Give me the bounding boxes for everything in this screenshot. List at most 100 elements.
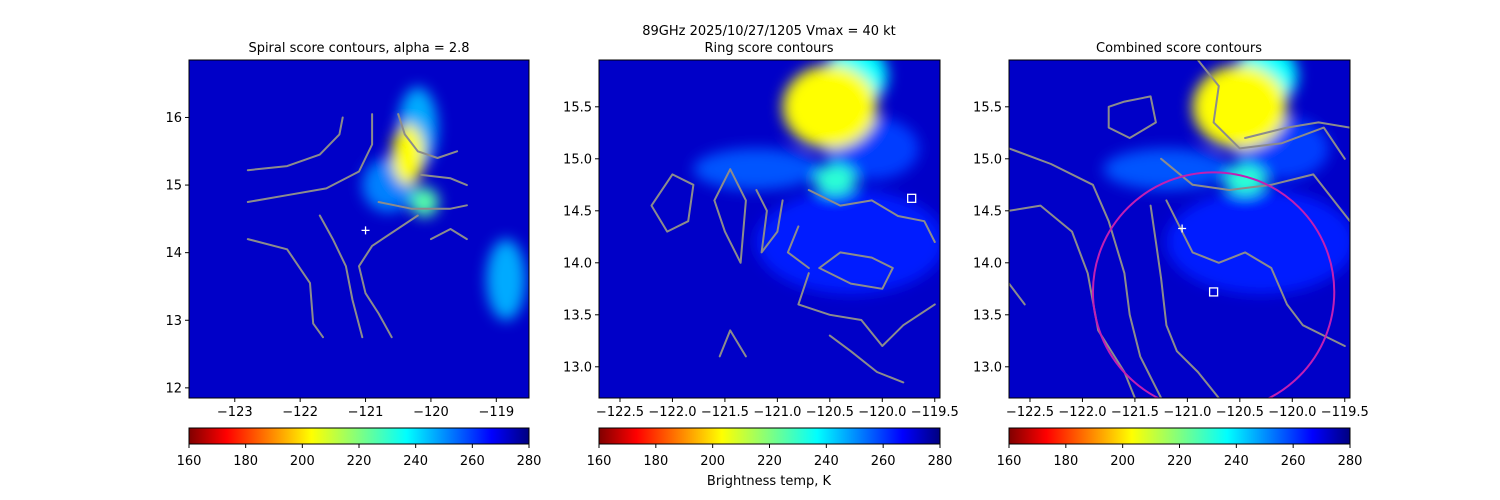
- x-tick-label: −121.5: [1111, 405, 1159, 420]
- y-tick-label: 13.0: [973, 360, 1002, 375]
- contour-line: [828, 334, 905, 384]
- colorbar-tick-label: 180: [233, 454, 258, 469]
- heatmap-hotspot: [486, 239, 526, 321]
- y-tick-label: 15.5: [973, 100, 1002, 115]
- contour-line: [755, 189, 784, 254]
- colorbar-gradient: [1008, 427, 1351, 445]
- heatmap-hotspot: [1103, 148, 1230, 190]
- colorbar-tick-label: 260: [871, 454, 896, 469]
- colorbar-tick-label: 180: [643, 454, 668, 469]
- fit-circle-outline: [1091, 171, 1336, 398]
- x-tick-label: −120.5: [806, 405, 854, 420]
- x-tick-label: −122: [282, 405, 318, 420]
- colorbar-tick-label: 240: [403, 454, 428, 469]
- y-tick-label: 14.0: [973, 256, 1002, 271]
- y-axis: 13.0 13.5 14.0 14.5 15.0 15.5: [973, 100, 1009, 375]
- figure-suptitle: 89GHz 2025/10/27/1205 Vmax = 40 kt: [642, 24, 896, 39]
- panel-combined: Combined score contours −122.5 −122.0 −121…: [973, 41, 1369, 420]
- y-tick-label: 15.0: [563, 152, 592, 167]
- panel-title: Spiral score contours, alpha = 2.8: [248, 41, 469, 56]
- contour-line: [377, 201, 468, 210]
- fit-circle: [1091, 171, 1336, 398]
- center-plus-marker: [1178, 224, 1187, 233]
- x-tick-label: −120.0: [1268, 405, 1316, 420]
- colorbar-3: 160 180 200 220 240 260 280: [997, 427, 1363, 469]
- contour-line: [318, 214, 364, 339]
- y-tick-label: 15: [165, 179, 182, 194]
- contour-line: [713, 168, 747, 264]
- heatmap-hotspot: [814, 164, 857, 196]
- heatmap-hotspot: [756, 190, 940, 294]
- markers: [361, 226, 370, 235]
- x-tick-label: −119.5: [911, 405, 959, 420]
- colorbar-tick-label: 260: [460, 454, 485, 469]
- x-tick-label: −122.5: [596, 405, 644, 420]
- y-axis: 12 13 14 15 16: [165, 111, 189, 396]
- colorbar-label: Brightness temp, K: [707, 474, 832, 489]
- x-tick-label: −122.5: [1006, 405, 1054, 420]
- y-tick-label: 14: [165, 246, 182, 261]
- panel-ring: Ring score contours −122.5 −122.0 −121.5 −1…: [563, 41, 959, 420]
- contour-line: [246, 113, 374, 203]
- heatmap-hotspot: [391, 124, 425, 186]
- colorbar-tick-label: 220: [347, 454, 372, 469]
- y-tick-label: 13.5: [563, 308, 592, 323]
- contour-lines: [246, 113, 468, 339]
- x-tick-label: −120: [413, 405, 449, 420]
- contour-line: [650, 173, 695, 233]
- contour-line: [1196, 60, 1346, 160]
- heatmap-hotspots: [693, 60, 940, 294]
- markers: [1178, 224, 1219, 297]
- colorbar-gradient: [188, 427, 530, 445]
- x-tick-label: −119.5: [1321, 405, 1369, 420]
- colorbar-tick-label: 200: [290, 454, 315, 469]
- x-tick-label: −121.0: [753, 405, 801, 420]
- y-axis: 13.0 13.5 14.0 14.5 15.0 15.5: [563, 100, 599, 375]
- y-tick-label: 15.0: [973, 152, 1002, 167]
- contour-line: [246, 238, 324, 339]
- contour-line: [1160, 157, 1350, 223]
- contour-line: [718, 329, 747, 358]
- contour-line: [358, 214, 419, 339]
- x-tick-label: −119: [478, 405, 514, 420]
- y-tick-label: 13.0: [563, 360, 592, 375]
- plot-frame: [188, 59, 530, 399]
- colorbar-tick-label: 180: [1053, 454, 1078, 469]
- heatmap-hotspot: [1192, 65, 1288, 149]
- x-tick-label: −121.0: [1163, 405, 1211, 420]
- contour-lines: [650, 168, 936, 384]
- center-square-marker: [1208, 287, 1219, 297]
- contour-line: [420, 173, 468, 187]
- y-tick-label: 14.5: [563, 204, 592, 219]
- contour-line: [429, 228, 468, 241]
- contour-line: [807, 189, 936, 243]
- heatmap-hotspots: [1103, 60, 1350, 294]
- x-tick-label: −120.0: [858, 405, 906, 420]
- colorbar-tick-label: 160: [587, 454, 612, 469]
- x-tick-label: −122.0: [648, 405, 696, 420]
- x-axis: −123 −122 −121 −120 −119: [217, 398, 514, 420]
- x-tick-label: −122.0: [1058, 405, 1106, 420]
- contour-line: [1009, 147, 1163, 398]
- panel-title: Combined score contours: [1096, 41, 1262, 56]
- y-tick-label: 14.5: [973, 204, 1002, 219]
- y-tick-label: 13.5: [973, 308, 1002, 323]
- colorbar-tick-label: 200: [1110, 454, 1135, 469]
- colorbar-tick-label: 200: [700, 454, 725, 469]
- center-square-marker: [907, 193, 917, 203]
- plot-frame: [1008, 59, 1351, 399]
- x-axis: −122.5 −122.0 −121.5 −121.0 −120.5 −120.0 −119…: [1006, 398, 1369, 420]
- x-tick-label: −121: [348, 405, 384, 420]
- heatmap-hotspot: [410, 187, 439, 217]
- heatmap-hotspot: [782, 65, 878, 149]
- colorbar-tick-label: 280: [1338, 454, 1363, 469]
- plot-frame: [598, 59, 941, 399]
- panel-title: Ring score contours: [704, 41, 833, 56]
- colorbar-tick-label: 260: [1281, 454, 1306, 469]
- contour-line: [246, 116, 344, 172]
- center-plus-marker: [361, 226, 370, 235]
- contour-line: [797, 272, 936, 347]
- panel-spiral: Spiral score contours, alpha = 2.8 −123−…: [165, 41, 530, 420]
- heatmap-background: [189, 60, 529, 398]
- y-tick-label: 14.0: [563, 256, 592, 271]
